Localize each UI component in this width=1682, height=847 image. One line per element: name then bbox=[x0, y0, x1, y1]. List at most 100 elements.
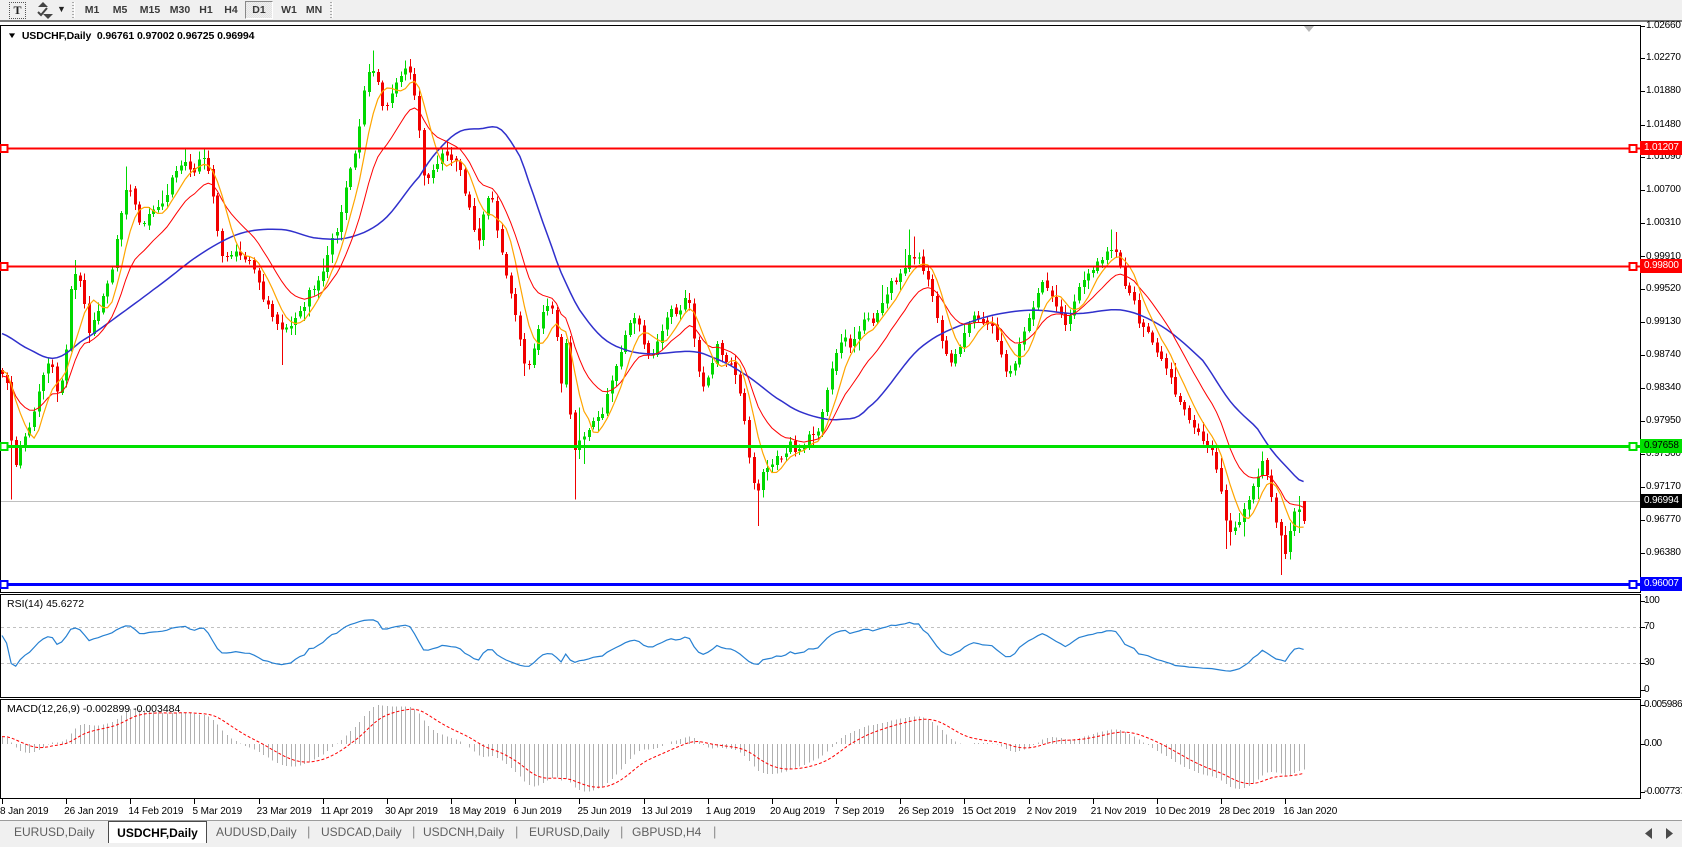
date-axis-label: 2 Nov 2019 bbox=[1026, 806, 1077, 817]
date-axis-label: 5 Mar 2019 bbox=[192, 806, 243, 817]
hline-marker[interactable] bbox=[0, 144, 9, 153]
symbol-collapse-icon[interactable]: ▼ bbox=[6, 31, 18, 40]
tab-separator: | bbox=[620, 824, 624, 839]
scroll-left-arrow[interactable] bbox=[1645, 828, 1652, 839]
price-axis-label: 0.99130 bbox=[1646, 316, 1681, 328]
price-axis-label: 0.98740 bbox=[1646, 348, 1681, 360]
timeframe-button-MN[interactable]: MN bbox=[305, 4, 323, 16]
date-axis-label: 6 Jun 2019 bbox=[513, 806, 562, 817]
tab-EURUSD,Daily[interactable]: EURUSD,Daily bbox=[529, 825, 610, 839]
tab-separator: | bbox=[515, 824, 519, 839]
date-axis-label: 10 Dec 2019 bbox=[1154, 806, 1211, 817]
hline-price-badge: 1.01207 bbox=[1640, 140, 1682, 155]
hline-marker[interactable] bbox=[1628, 262, 1638, 271]
sort-down-icon bbox=[43, 14, 53, 19]
macd-signal-line bbox=[1, 708, 1304, 788]
main-chart-layer bbox=[1, 50, 1640, 575]
price-axis-label: 0.99910 bbox=[1646, 250, 1681, 262]
ma-fast-line bbox=[1, 80, 1304, 528]
hline-price-badge: 0.97658 bbox=[1640, 438, 1682, 453]
price-axis-label: 1.01090 bbox=[1646, 151, 1681, 163]
tab-scroll-arrows bbox=[1645, 828, 1673, 839]
tab-separator: | bbox=[307, 824, 311, 839]
tab-GBPUSD,H4[interactable]: GBPUSD,H4 bbox=[632, 825, 702, 839]
date-axis-label: 26 Jan 2019 bbox=[64, 806, 119, 817]
toolbar-shadow bbox=[0, 20, 1682, 22]
hline-marker[interactable] bbox=[1628, 144, 1638, 153]
date-axis-label: 18 May 2019 bbox=[449, 806, 506, 817]
chart-title-ohlc: 0.96761 0.97002 0.96725 0.96994 bbox=[96, 30, 255, 42]
rsi-axis-label: 70 bbox=[1644, 621, 1655, 633]
date-axis-label: 26 Sep 2019 bbox=[898, 806, 954, 817]
price-axis-label: 0.98340 bbox=[1646, 382, 1681, 394]
price-axis-label: 1.02270 bbox=[1646, 52, 1681, 64]
price-axis-label: 0.96380 bbox=[1646, 547, 1681, 559]
hline-marker[interactable] bbox=[1628, 580, 1638, 589]
price-axis-label: 0.97170 bbox=[1646, 480, 1681, 492]
timeframe-button-M1[interactable]: M1 bbox=[84, 4, 100, 16]
text-label-tool-icon[interactable]: T bbox=[9, 2, 26, 19]
toolbar: T ▼ M1 M5 M15 M30 H1 H4 D1 W1 MN bbox=[0, 0, 1682, 20]
date-axis-label: 28 Dec 2019 bbox=[1219, 806, 1275, 817]
date-axis-label: 8 Jan 2019 bbox=[0, 806, 49, 817]
arrange-objects-icon[interactable] bbox=[34, 1, 54, 21]
chart-title: ▼ USDCHF,Daily 0.96761 0.97002 0.96725 0.… bbox=[6, 30, 255, 42]
hline-marker[interactable] bbox=[1628, 442, 1638, 451]
sort-up-icon bbox=[38, 2, 48, 7]
hline-marker[interactable] bbox=[0, 580, 9, 589]
rsi-axis-label: 30 bbox=[1644, 657, 1655, 669]
main-panel-frame bbox=[0, 25, 1641, 593]
timeframe-button-D1[interactable]: D1 bbox=[245, 1, 273, 19]
price-axis-label: 1.00700 bbox=[1646, 184, 1681, 196]
date-axis-label: 25 Jun 2019 bbox=[577, 806, 632, 817]
toolbar-grip[interactable] bbox=[72, 2, 75, 18]
macd-axis-label: 0.00 bbox=[1644, 738, 1662, 749]
rsi-axis-label: 0 bbox=[1644, 684, 1650, 696]
timeframe-button-M5[interactable]: M5 bbox=[112, 4, 128, 16]
timeframe-button-M15[interactable]: M15 bbox=[139, 4, 161, 16]
hline-marker[interactable] bbox=[0, 262, 9, 271]
ma-slow-line bbox=[1, 125, 1304, 483]
date-axis-label: 14 Feb 2019 bbox=[128, 806, 184, 817]
scroll-right-arrow[interactable] bbox=[1666, 828, 1673, 839]
tab-EURUSD,Daily[interactable]: EURUSD,Daily bbox=[14, 825, 95, 839]
tab-USDCAD,Daily[interactable]: USDCAD,Daily bbox=[321, 825, 402, 839]
bid-price-badge: 0.96994 bbox=[1640, 494, 1682, 509]
date-axis-label: 11 Apr 2019 bbox=[320, 806, 373, 817]
chart-tab-bar: EURUSD,Daily USDCHF,Daily AUDUSD,Daily USDC… bbox=[0, 820, 1682, 847]
date-axis-label: 30 Apr 2019 bbox=[384, 806, 438, 817]
rsi-axis-label: 100 bbox=[1644, 594, 1660, 606]
date-axis-label: 1 Aug 2019 bbox=[705, 806, 756, 817]
hline-marker[interactable] bbox=[0, 442, 9, 451]
toolbar-grip-2[interactable] bbox=[330, 2, 333, 18]
tab-AUDUSD,Daily[interactable]: AUDUSD,Daily bbox=[216, 825, 297, 839]
macd-axis-label: -0.007737 bbox=[1644, 786, 1682, 797]
rsi-layer bbox=[1, 619, 1640, 672]
price-axis-label: 1.01880 bbox=[1646, 85, 1681, 97]
price-axis-label: 0.96770 bbox=[1646, 514, 1681, 526]
timeframe-button-H4[interactable]: H4 bbox=[224, 4, 238, 16]
chart-shift-marker[interactable] bbox=[1304, 26, 1314, 32]
rsi-line bbox=[1, 619, 1304, 672]
tab-USDCNH,Daily[interactable]: USDCNH,Daily bbox=[423, 825, 505, 839]
price-axis-label: 0.97560 bbox=[1646, 447, 1681, 459]
date-axis-label: 16 Jan 2020 bbox=[1283, 806, 1338, 817]
hline-price-badge: 0.99800 bbox=[1640, 258, 1682, 273]
rsi-panel-frame bbox=[0, 594, 1641, 698]
price-axis-label: 0.97950 bbox=[1646, 415, 1681, 427]
price-axis-label: 1.01480 bbox=[1646, 118, 1681, 130]
macd-indicator-label: MACD(12,26,9) -0.002899 -0.003484 bbox=[7, 703, 181, 715]
date-axis-label: 21 Nov 2019 bbox=[1090, 806, 1147, 817]
macd-layer bbox=[1, 705, 1305, 792]
date-axis-label: 15 Oct 2019 bbox=[962, 806, 1016, 817]
rsi-indicator-label: RSI(14) 45.6272 bbox=[7, 598, 85, 610]
timeframe-button-H1[interactable]: H1 bbox=[199, 4, 213, 16]
timeframe-button-M30[interactable]: M30 bbox=[169, 4, 191, 16]
macd-axis-label: 0.005986 bbox=[1644, 699, 1682, 710]
price-axis-label: 1.02660 bbox=[1646, 19, 1681, 31]
chevron-down-icon[interactable]: ▼ bbox=[57, 4, 66, 14]
timeframe-button-W1[interactable]: W1 bbox=[281, 4, 297, 16]
tab-USDCHF,Daily-active[interactable]: USDCHF,Daily bbox=[108, 821, 207, 843]
hline-price-badge: 0.96007 bbox=[1640, 577, 1682, 592]
